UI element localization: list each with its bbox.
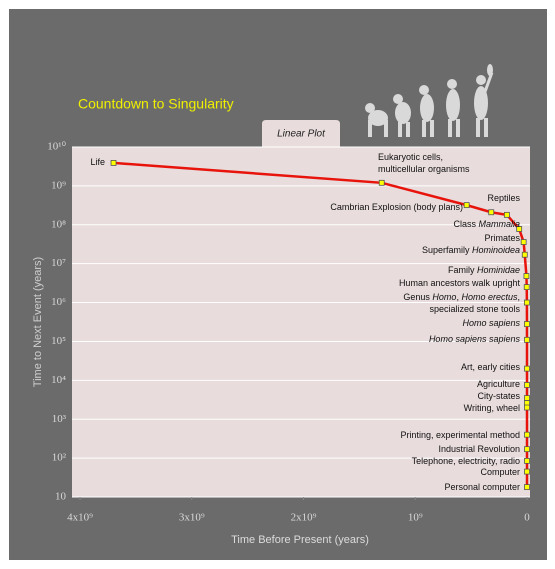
label-part: Hominidae bbox=[477, 265, 520, 275]
point-label: specialized stone tools bbox=[429, 304, 520, 314]
label-part: Computer bbox=[480, 467, 520, 477]
marker bbox=[523, 273, 530, 279]
marker bbox=[524, 457, 530, 464]
label-part: Cambrian Explosion (body plans) bbox=[330, 202, 463, 212]
marker bbox=[524, 336, 530, 343]
y-tick-label: 10⁶ bbox=[51, 296, 66, 308]
point-label: Primates bbox=[484, 233, 520, 243]
marker bbox=[524, 404, 530, 411]
marker bbox=[524, 321, 530, 327]
label-part: Human ancestors walk upright bbox=[399, 278, 521, 288]
label-part: Hominoidea bbox=[472, 245, 520, 255]
x-tick-label: 0 bbox=[524, 512, 530, 524]
point-label: Human ancestors walk upright bbox=[399, 278, 521, 288]
y-tick-label: 10³ bbox=[52, 413, 67, 425]
marker bbox=[523, 299, 530, 306]
label-part: Personal computer bbox=[444, 482, 520, 492]
label-part: , bbox=[517, 292, 520, 302]
label-part: Family bbox=[448, 265, 477, 275]
label-part: Life bbox=[90, 157, 105, 167]
point-label: Industrial Revolution bbox=[438, 444, 520, 454]
evolution-silhouettes bbox=[365, 64, 494, 137]
label-part: multicellular organisms bbox=[378, 164, 470, 174]
x-tick-label: 4x10⁹ bbox=[67, 512, 93, 524]
label-part: Homo sapiens sapiens bbox=[429, 334, 521, 344]
label-part: Reptiles bbox=[487, 193, 520, 203]
label-part: Superfamily bbox=[422, 245, 472, 255]
y-tick-label: 10² bbox=[52, 452, 67, 464]
label-part: Homo erectus bbox=[461, 292, 518, 302]
y-tick-label: 10⁴ bbox=[51, 374, 66, 386]
label-part: specialized stone tools bbox=[429, 304, 520, 314]
y-tick-label: 10⁹ bbox=[51, 179, 66, 191]
marker bbox=[520, 239, 527, 245]
label-part: Primates bbox=[484, 233, 520, 243]
point-label: multicellular organisms bbox=[378, 164, 470, 174]
point-label: Genus Homo, Homo erectus, bbox=[403, 292, 520, 302]
point-label: Writing, wheel bbox=[464, 403, 520, 413]
marker bbox=[378, 179, 385, 186]
marker bbox=[521, 251, 528, 258]
plot-area bbox=[72, 147, 530, 497]
x-tick-label: 2x10⁹ bbox=[291, 512, 317, 524]
label-part: Telephone, electricity, radio bbox=[412, 456, 520, 466]
point-label: Telephone, electricity, radio bbox=[412, 456, 520, 466]
marker bbox=[524, 484, 530, 490]
label-part: Homo bbox=[432, 292, 456, 302]
label-part: Homo sapiens bbox=[462, 318, 520, 328]
point-label: Reptiles bbox=[487, 193, 520, 203]
point-label: Family Hominidae bbox=[448, 265, 520, 275]
label-part: Mammalia bbox=[478, 219, 520, 229]
y-axis-label: Time to Next Event (years) bbox=[32, 257, 44, 387]
marker bbox=[503, 211, 510, 218]
x-tick-label: 3x10⁹ bbox=[179, 512, 205, 524]
tab bbox=[262, 120, 340, 147]
marker bbox=[516, 226, 523, 232]
marker bbox=[110, 160, 117, 166]
y-tick-label: 10 bbox=[55, 491, 67, 503]
marker bbox=[524, 365, 530, 372]
point-label: Homo sapiens bbox=[462, 318, 520, 328]
point-label: Class Mammalia bbox=[453, 219, 520, 229]
label-part: Genus bbox=[403, 292, 432, 302]
y-tick-label: 10¹⁰ bbox=[47, 141, 66, 153]
label-part: , bbox=[456, 292, 461, 302]
marker bbox=[524, 468, 530, 475]
point-label: Life bbox=[90, 157, 105, 167]
label-part: Class bbox=[453, 219, 478, 229]
label-part: Industrial Revolution bbox=[438, 444, 520, 454]
subtitle: Linear Plot bbox=[277, 129, 326, 140]
point-label: Printing, experimental method bbox=[400, 430, 520, 440]
marker bbox=[463, 202, 470, 209]
y-tick-label: 10⁵ bbox=[51, 335, 66, 347]
x-axis-label: Time Before Present (years) bbox=[231, 534, 369, 546]
point-label: Eukaryotic cells, bbox=[378, 152, 443, 162]
point-label: Agriculture bbox=[477, 379, 520, 389]
marker bbox=[524, 395, 530, 401]
point-label: Art, early cities bbox=[461, 362, 521, 372]
point-label: Superfamily Hominoidea bbox=[422, 245, 520, 255]
point-label: City-states bbox=[477, 391, 520, 401]
label-part: Art, early cities bbox=[461, 362, 521, 372]
marker bbox=[524, 431, 530, 438]
point-label: Personal computer bbox=[444, 482, 520, 492]
y-tick-label: 10⁷ bbox=[51, 257, 66, 269]
chart-title: Countdown to Singularity bbox=[78, 96, 234, 112]
marker bbox=[524, 446, 530, 453]
marker bbox=[523, 284, 530, 290]
y-tick-label: 10⁸ bbox=[51, 218, 66, 230]
point-label: Homo sapiens sapiens bbox=[429, 334, 521, 344]
marker bbox=[488, 209, 495, 216]
x-tick-label: 10⁹ bbox=[408, 512, 423, 524]
point-label: Computer bbox=[480, 467, 520, 477]
label-part: Eukaryotic cells, bbox=[378, 152, 443, 162]
label-part: Agriculture bbox=[477, 379, 520, 389]
label-part: City-states bbox=[477, 391, 520, 401]
label-part: Printing, experimental method bbox=[400, 430, 520, 440]
label-part: Writing, wheel bbox=[464, 403, 520, 413]
marker bbox=[524, 382, 530, 388]
point-label: Cambrian Explosion (body plans) bbox=[330, 202, 463, 212]
